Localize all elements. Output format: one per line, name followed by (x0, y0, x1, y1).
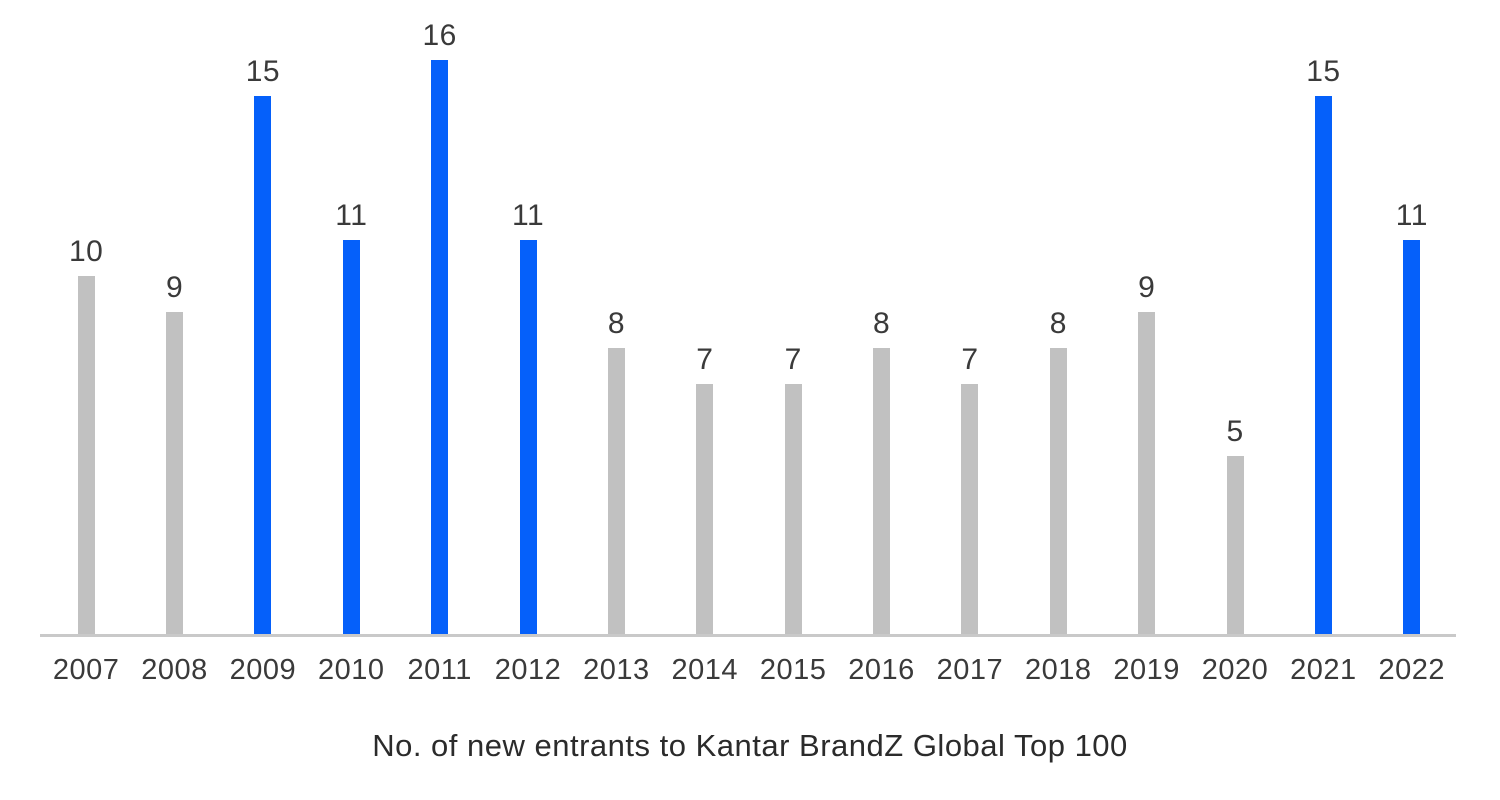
x-axis-label-2008: 2008 (141, 654, 208, 686)
x-axis-label-2007: 2007 (52, 654, 120, 686)
bar-value-label: 9 (1138, 271, 1156, 304)
x-axis-label-2022: 2022 (1378, 654, 1446, 686)
bar-column-2012: 11 (484, 0, 572, 636)
bar-column-2011: 16 (396, 0, 484, 636)
bar-2010 (342, 240, 360, 636)
bar-2009 (254, 96, 272, 636)
bar-2007 (77, 276, 95, 636)
x-axis-label-2017: 2017 (936, 654, 1004, 686)
bar-column-2019: 9 (1103, 0, 1191, 636)
bar-column-2014: 7 (661, 0, 749, 636)
x-axis-label-2016: 2016 (848, 654, 915, 686)
bar-2020 (1226, 456, 1244, 636)
bar-2011 (431, 60, 449, 636)
x-axis-label-2019: 2019 (1113, 654, 1180, 686)
bar-value-label: 15 (245, 55, 281, 88)
bar-2013 (607, 348, 625, 636)
x-axis-labels: 2007 2008 2009 2010 2011 2012 2013 2014 2015 2016… (42, 654, 1456, 687)
bar-value-label: 10 (69, 235, 104, 268)
bar-2016 (873, 348, 891, 636)
x-axis-label-2010: 2010 (318, 654, 385, 686)
bar-column-2017: 7 (926, 0, 1014, 636)
x-axis-label-2020: 2020 (1201, 654, 1269, 686)
x-axis-label-2011: 2011 (407, 654, 472, 686)
bar-value-label: 11 (511, 199, 545, 232)
bar-value-label: 8 (872, 307, 891, 340)
bar-2019 (1138, 312, 1156, 636)
bar-2021 (1314, 96, 1332, 636)
bar-value-label: 7 (961, 343, 979, 376)
bar-value-label: 15 (1306, 55, 1341, 88)
bar-2014 (696, 384, 714, 636)
x-axis-label-2015: 2015 (759, 654, 827, 686)
x-axis-label-2013: 2013 (583, 654, 650, 686)
bar-column-2018: 8 (1014, 0, 1102, 636)
bar-column-2008: 9 (130, 0, 218, 636)
bar-value-label: 5 (1226, 415, 1244, 448)
bar-column-2013: 8 (572, 0, 660, 636)
chart-title: No. of new entrants to Kantar BrandZ Glo… (372, 728, 1128, 763)
bar-2008 (166, 312, 184, 636)
bar-column-2015: 7 (749, 0, 837, 636)
bar-2012 (519, 240, 537, 636)
bar-2018 (1049, 348, 1067, 636)
bar-value-label: 9 (165, 271, 184, 304)
bar-column-2022: 11 (1368, 0, 1456, 636)
bar-value-label: 11 (335, 199, 368, 232)
bar-value-label: 7 (696, 343, 714, 376)
bar-column-2010: 11 (307, 0, 395, 636)
x-axis-label-2012: 2012 (494, 654, 562, 686)
bar-2015 (784, 384, 802, 636)
x-axis-label-2009: 2009 (229, 654, 297, 686)
bar-value-label: 16 (422, 19, 457, 52)
bar-value-label: 8 (1049, 307, 1067, 340)
bar-column-2007: 10 (42, 0, 130, 636)
bar-value-label: 8 (607, 307, 626, 340)
bars-area: 10 9 15 11 16 11 8 7 7 8 7 8 9 5 15 11 (42, 0, 1456, 636)
x-axis-line (40, 634, 1456, 637)
bar-value-label: 7 (784, 343, 802, 376)
x-axis-label-2014: 2014 (671, 654, 739, 686)
x-axis-label-2018: 2018 (1025, 654, 1092, 686)
bar-2022 (1403, 240, 1421, 636)
bar-column-2009: 15 (219, 0, 307, 636)
x-axis-label-2021: 2021 (1290, 654, 1357, 686)
bar-column-2016: 8 (837, 0, 925, 636)
bar-2017 (961, 384, 979, 636)
bar-column-2020: 5 (1191, 0, 1279, 636)
bar-value-label: 11 (1395, 199, 1428, 232)
bar-column-2021: 15 (1279, 0, 1367, 636)
